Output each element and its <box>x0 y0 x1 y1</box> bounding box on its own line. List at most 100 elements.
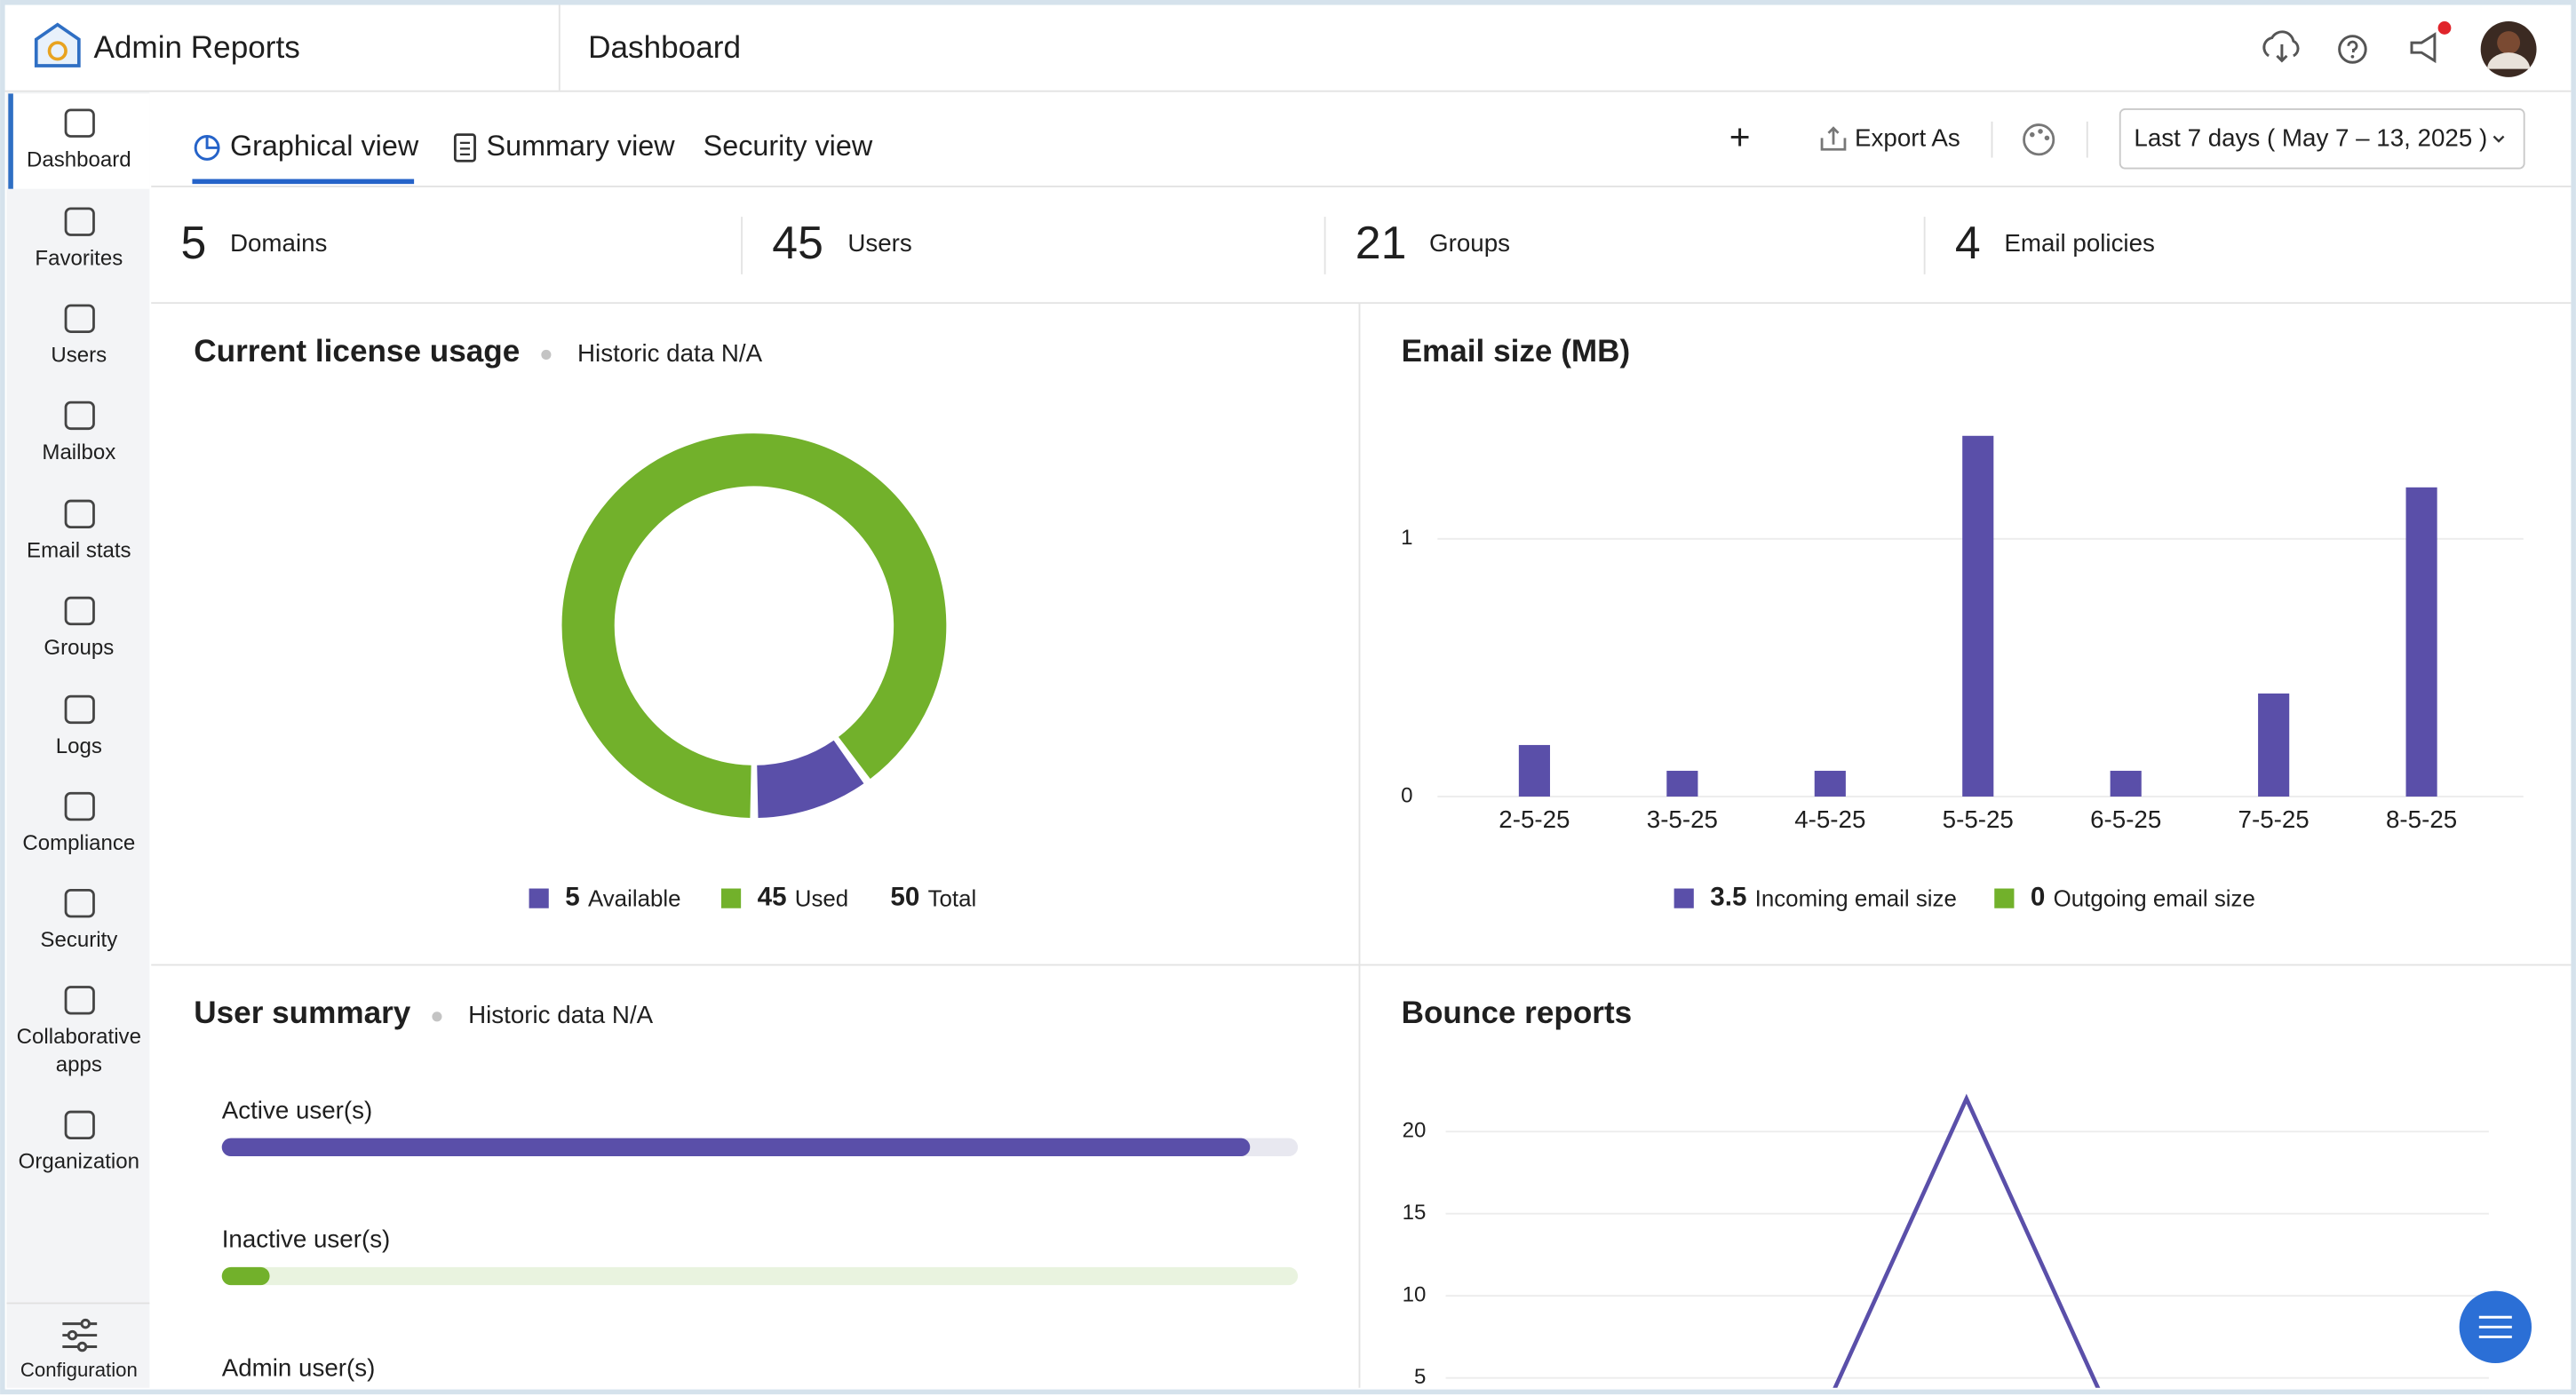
chart-subtitle: Historic data N/A <box>468 1001 654 1028</box>
donut-segment <box>561 433 947 818</box>
date-range: Last 7 days ( May 7 – 13, 2025 ) <box>2134 124 2487 152</box>
y-tick-label: 20 <box>1403 1119 1427 1143</box>
legend-value: 45 <box>758 882 787 911</box>
x-tick-label: 5-5-25 <box>1943 805 2014 833</box>
theme-icon[interactable] <box>2023 123 2055 156</box>
sidebar-item[interactable]: Dashboard <box>27 148 131 172</box>
sidebar-icon <box>64 791 95 821</box>
tab[interactable]: Graphical view <box>230 130 419 162</box>
line <box>1833 1093 2101 1388</box>
help-icon[interactable] <box>2338 35 2367 64</box>
date-range-picker[interactable] <box>2119 108 2525 170</box>
x-tick-label: 6-5-25 <box>2090 805 2161 833</box>
legend-swatch <box>529 888 549 908</box>
page-title: Dashboard <box>588 30 741 65</box>
sidebar-icon <box>64 986 95 1015</box>
stat-label: Groups <box>1429 229 1510 257</box>
bar <box>221 1266 270 1286</box>
sidebar-item[interactable]: Email stats <box>27 539 131 563</box>
stat-label: Domains <box>230 229 327 257</box>
chart-subtitle: Historic data N/A <box>577 339 763 367</box>
stat-label: Users <box>847 229 911 257</box>
bar-track <box>221 1266 1299 1286</box>
bar <box>1518 744 1550 797</box>
chart-title: Email size (MB) <box>1402 334 1631 369</box>
y-tick-label: 15 <box>1403 1201 1427 1225</box>
configuration-icon[interactable] <box>62 1318 98 1352</box>
legend-value: 3.5 <box>1710 882 1746 911</box>
bar <box>1814 770 1846 797</box>
bar <box>221 1138 1251 1156</box>
sidebar-icon <box>64 596 95 626</box>
sidebar-icon <box>64 108 95 138</box>
sidebar <box>6 91 150 1388</box>
sidebar-active-marker <box>8 93 13 189</box>
bar-label: Admin user(s) <box>222 1354 376 1382</box>
add-button[interactable]: + <box>1729 116 1751 157</box>
download-icon[interactable] <box>2262 30 2300 63</box>
stat-label: Email policies <box>2004 229 2155 257</box>
export-button[interactable]: Export As <box>1855 124 1960 152</box>
subtitle-dot <box>432 1011 442 1022</box>
bar-label: Inactive user(s) <box>222 1225 391 1253</box>
stat-value: 21 <box>1356 217 1407 268</box>
legend-label: Used <box>795 886 848 911</box>
legend-swatch <box>1674 888 1694 908</box>
y-tick-label: 5 <box>1414 1365 1426 1389</box>
sidebar-active-bg <box>8 93 150 189</box>
dropdown-caret <box>2493 135 2505 143</box>
sidebar-footer[interactable]: Configuration <box>20 1359 138 1381</box>
sidebar-icon <box>64 207 95 236</box>
sidebar-icon <box>64 1110 95 1140</box>
bar <box>1962 435 1994 797</box>
stat-value: 5 <box>180 217 206 268</box>
bar <box>2110 770 2142 797</box>
chart-title: User summary <box>194 995 411 1030</box>
donut-segment <box>756 740 864 818</box>
sidebar-item[interactable]: Security <box>40 928 117 952</box>
legend-value: 0 <box>2031 882 2045 911</box>
x-tick-label: 4-5-25 <box>1794 805 1865 833</box>
y-tick-label: 1 <box>1401 526 1412 550</box>
stat-value: 45 <box>772 217 823 268</box>
subtitle-dot <box>541 349 552 361</box>
sidebar-item[interactable]: Compliance <box>22 831 135 855</box>
sidebar-item[interactable]: Collaborative apps <box>17 1025 141 1076</box>
sidebar-icon <box>64 401 95 431</box>
legend-value: 50 <box>890 882 919 911</box>
sidebar-item[interactable]: Favorites <box>35 247 123 271</box>
filter-button[interactable] <box>2459 1290 2532 1364</box>
active-tab-underline <box>192 178 415 185</box>
sidebar-item[interactable]: Mailbox <box>42 440 115 464</box>
x-tick-label: 8-5-25 <box>2386 805 2457 833</box>
sidebar-icon <box>64 304 95 333</box>
graphical-view-icon <box>194 135 220 161</box>
user-avatar[interactable] <box>2480 21 2537 77</box>
legend-swatch <box>720 888 742 908</box>
sidebar-item[interactable]: Groups <box>44 636 114 660</box>
x-tick-label: 2-5-25 <box>1499 805 1570 833</box>
sidebar-item[interactable]: Organization <box>19 1150 139 1174</box>
legend-label: Incoming email size <box>1755 886 1957 911</box>
stat-value: 4 <box>1955 217 1981 268</box>
plot-area <box>1445 1093 2489 1388</box>
sidebar-item[interactable]: Users <box>51 344 107 368</box>
tab[interactable]: Security view <box>704 130 873 162</box>
sidebar-icon <box>64 694 95 725</box>
x-tick-label: 3-5-25 <box>1647 805 1718 833</box>
bar <box>2258 693 2290 797</box>
bar <box>1666 770 1698 797</box>
summary-view-icon <box>453 133 476 163</box>
app-logo <box>34 22 81 67</box>
legend-label: Total <box>928 886 977 911</box>
sidebar-item[interactable]: Logs <box>56 734 102 758</box>
legend-value: 5 <box>565 882 579 911</box>
chart-title: Bounce reports <box>1402 995 1633 1030</box>
announcement-icon[interactable] <box>2410 21 2452 64</box>
tab[interactable]: Summary view <box>486 130 675 162</box>
x-tick-label: 7-5-25 <box>2238 805 2310 833</box>
